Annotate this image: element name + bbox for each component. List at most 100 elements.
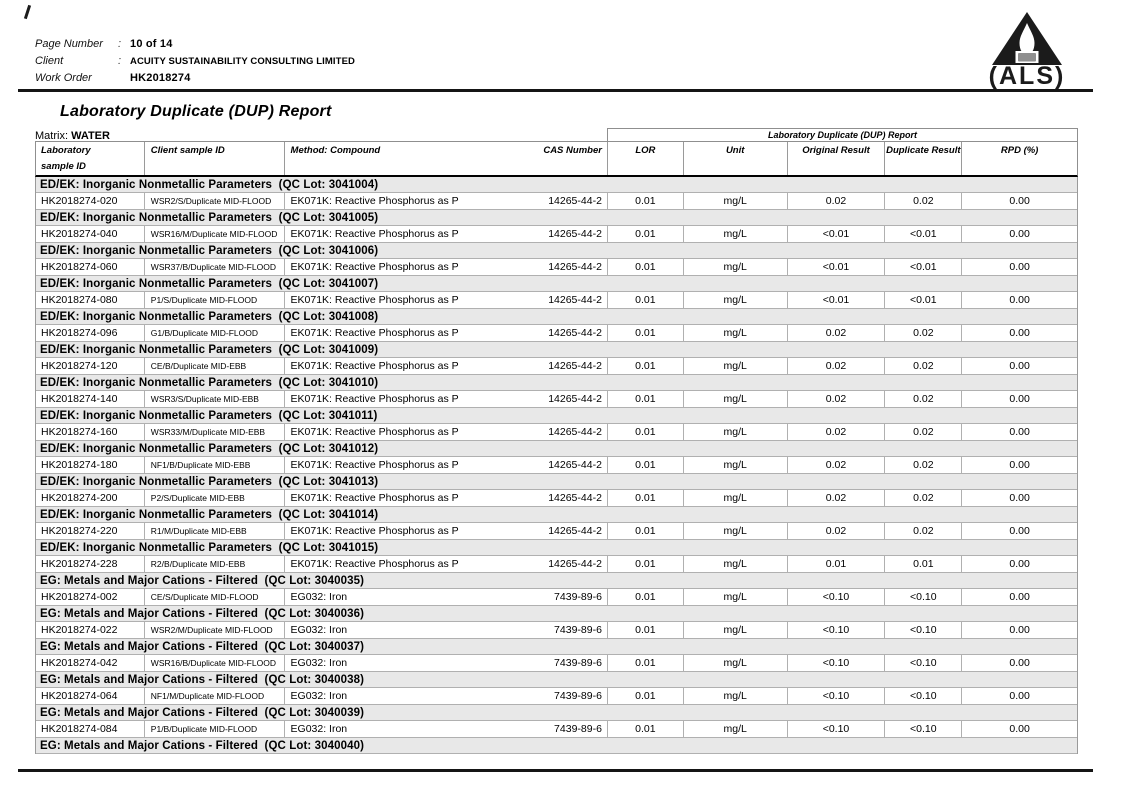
- cas-number: 7439-89-6: [554, 624, 602, 636]
- cell-lor: 0.01: [606, 424, 683, 440]
- matrix-area: Matrix: WATER: [35, 128, 607, 142]
- separator: :: [118, 55, 122, 67]
- page-number-value: 10 of 14: [130, 38, 173, 50]
- cell-unit: mg/L: [682, 589, 787, 605]
- cell-method-compound: EK071K: Reactive Phosphorus as P 14265-4…: [283, 457, 607, 473]
- group-title: ED/EK: Inorganic Nonmetallic Parameters …: [40, 310, 379, 323]
- cell-duplicate-result: 0.02: [884, 358, 961, 374]
- group-header-row: EG: Metals and Major Cations - Filtered …: [36, 705, 1077, 721]
- cell-rpd: 0.00: [961, 424, 1077, 440]
- cell-original-result: 0.02: [786, 391, 885, 407]
- cell-rpd: 0.00: [961, 259, 1077, 275]
- als-logo: (ALS): [989, 12, 1063, 90]
- group-header-row: ED/EK: Inorganic Nonmetallic Parameters …: [36, 540, 1077, 556]
- cell-duplicate-result: 0.02: [884, 490, 961, 506]
- cell-lab-sample-id: HK2018274-020: [41, 195, 118, 207]
- matrix-label-line: Matrix: WATER: [35, 130, 110, 142]
- table-row: HK2018274-080 P1/S/Duplicate MID-FLOOD E…: [36, 292, 1077, 309]
- cell-method-compound: EK071K: Reactive Phosphorus as P 14265-4…: [283, 523, 607, 539]
- cell-rpd: 0.00: [961, 721, 1077, 737]
- cas-number: 14265-44-2: [548, 228, 602, 240]
- cell-unit: mg/L: [682, 523, 787, 539]
- group-header-row: EG: Metals and Major Cations - Filtered …: [36, 573, 1077, 589]
- cell-lab-sample-id: HK2018274-180: [41, 459, 118, 471]
- group-title: ED/EK: Inorganic Nonmetallic Parameters …: [40, 541, 379, 554]
- client-label: Client: [35, 55, 64, 67]
- cell-rpd: 0.00: [961, 391, 1077, 407]
- cas-number: 14265-44-2: [548, 426, 602, 438]
- cell-duplicate-result: 0.02: [884, 523, 961, 539]
- cell-rpd: 0.00: [961, 589, 1077, 605]
- table-row: HK2018274-096 G1/B/Duplicate MID-FLOOD E…: [36, 325, 1077, 342]
- cell-unit: mg/L: [682, 424, 787, 440]
- table-row: HK2018274-140 WSR3/S/Duplicate MID-EBB E…: [36, 391, 1077, 408]
- col-header-unit: Unit: [682, 142, 787, 175]
- cell-unit: mg/L: [682, 391, 787, 407]
- cell-lab-sample-id: HK2018274-040: [41, 228, 118, 240]
- cell-duplicate-result: 0.02: [884, 457, 961, 473]
- cas-number: 14265-44-2: [548, 261, 602, 273]
- table-row: HK2018274-060 WSR37/B/Duplicate MID-FLOO…: [36, 259, 1077, 276]
- group-header-row: EG: Metals and Major Cations - Filtered …: [36, 606, 1077, 622]
- cell-lor: 0.01: [606, 655, 683, 671]
- cell-unit: mg/L: [682, 556, 787, 572]
- method-text: EG032: Iron: [290, 723, 348, 735]
- cell-lab-sample-id: HK2018274-160: [41, 426, 118, 438]
- cell-original-result: 0.02: [786, 490, 885, 506]
- cell-original-result: <0.10: [786, 721, 885, 737]
- cell-lor: 0.01: [606, 325, 683, 341]
- cell-original-result: <0.01: [786, 226, 885, 242]
- cell-original-result: 0.02: [786, 325, 885, 341]
- group-header-row: EG: Metals and Major Cations - Filtered …: [36, 672, 1077, 688]
- cell-method-compound: EK071K: Reactive Phosphorus as P 14265-4…: [283, 391, 607, 407]
- group-title: ED/EK: Inorganic Nonmetallic Parameters …: [40, 409, 378, 422]
- cell-unit: mg/L: [682, 259, 787, 275]
- cell-duplicate-result: 0.02: [884, 424, 961, 440]
- cell-lab-sample-id: HK2018274-080: [41, 294, 118, 306]
- cas-number: 14265-44-2: [548, 360, 602, 372]
- cell-unit: mg/L: [682, 193, 787, 209]
- group-header-row: ED/EK: Inorganic Nonmetallic Parameters …: [36, 441, 1077, 457]
- cas-number: 7439-89-6: [554, 591, 602, 603]
- cell-method-compound: EK071K: Reactive Phosphorus as P 14265-4…: [283, 424, 607, 440]
- cell-lab-sample-id: HK2018274-042: [41, 657, 118, 669]
- footer-rule: [18, 769, 1093, 772]
- cell-lor: 0.01: [606, 490, 683, 506]
- cell-rpd: 0.00: [961, 292, 1077, 308]
- group-title: EG: Metals and Major Cations - Filtered …: [40, 640, 365, 653]
- separator: :: [118, 38, 122, 50]
- group-title: ED/EK: Inorganic Nonmetallic Parameters …: [40, 178, 379, 191]
- client-value: ACUITY SUSTAINABILITY CONSULTING LIMITED: [130, 56, 355, 67]
- method-text: EK071K: Reactive Phosphorus as P: [290, 195, 459, 207]
- table-row: HK2018274-120 CE/B/Duplicate MID-EBB EK0…: [36, 358, 1077, 375]
- group-title: EG: Metals and Major Cations - Filtered …: [40, 739, 365, 752]
- cas-number: 14265-44-2: [548, 327, 602, 339]
- cell-duplicate-result: <0.01: [884, 292, 961, 308]
- group-header-row: EG: Metals and Major Cations - Filtered …: [36, 738, 1077, 754]
- table-body: ED/EK: Inorganic Nonmetallic Parameters …: [35, 177, 1078, 754]
- cell-duplicate-result: <0.10: [884, 721, 961, 737]
- cell-lor: 0.01: [606, 391, 683, 407]
- col-header-lor: LOR: [606, 142, 683, 175]
- dup-report-table: Matrix: WATER Laboratory Duplicate (DUP)…: [35, 128, 1078, 754]
- matrix-value: WATER: [71, 130, 110, 142]
- cas-number: 14265-44-2: [548, 558, 602, 570]
- cell-unit: mg/L: [682, 358, 787, 374]
- table-row: HK2018274-040 WSR16/M/Duplicate MID-FLOO…: [36, 226, 1077, 243]
- cell-lor: 0.01: [606, 721, 683, 737]
- group-title: ED/EK: Inorganic Nonmetallic Parameters …: [40, 211, 379, 224]
- cas-number: 7439-89-6: [554, 657, 602, 669]
- group-header-row: ED/EK: Inorganic Nonmetallic Parameters …: [36, 408, 1077, 424]
- cell-rpd: 0.00: [961, 523, 1077, 539]
- cell-client-sample-id: WSR2/M/Duplicate MID-FLOOD: [143, 622, 284, 638]
- cell-client-sample-id: WSR37/B/Duplicate MID-FLOOD: [143, 259, 284, 275]
- method-text: EG032: Iron: [290, 657, 348, 669]
- group-title: ED/EK: Inorganic Nonmetallic Parameters …: [40, 244, 379, 257]
- cell-original-result: 0.02: [786, 457, 885, 473]
- col-header-duplicate-result: Duplicate Result: [884, 142, 961, 175]
- table-row: HK2018274-200 P2/S/Duplicate MID-EBB EK0…: [36, 490, 1077, 507]
- cell-rpd: 0.00: [961, 226, 1077, 242]
- cell-client-sample-id: NF1/M/Duplicate MID-FLOOD: [143, 688, 284, 704]
- group-title: ED/EK: Inorganic Nonmetallic Parameters …: [40, 343, 379, 356]
